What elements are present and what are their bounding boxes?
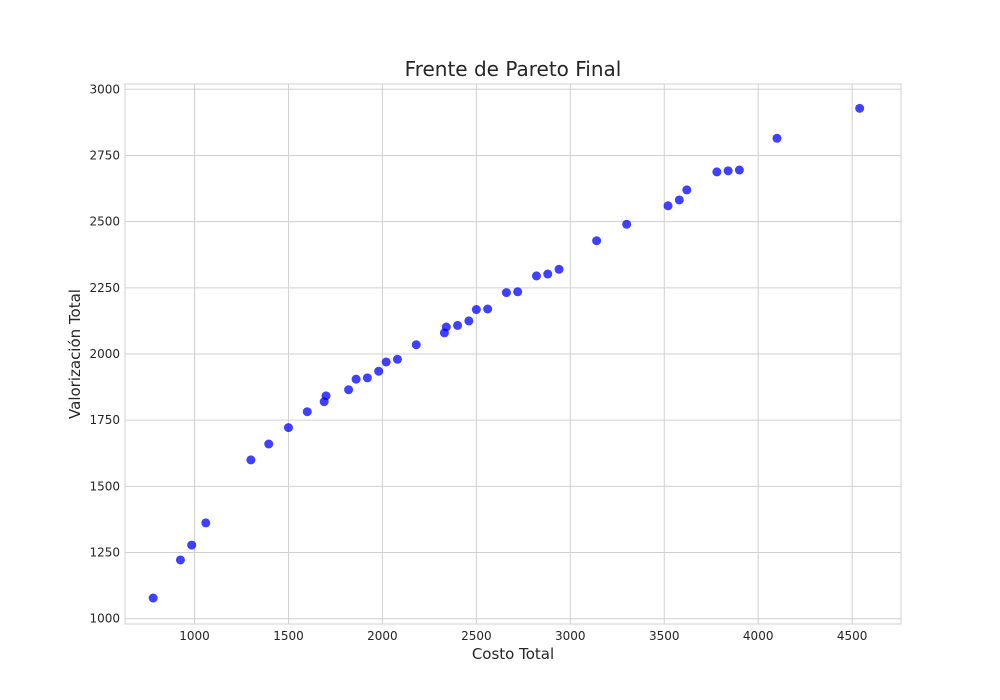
- data-point: [712, 167, 722, 177]
- data-point: [682, 185, 692, 195]
- data-point: [531, 271, 541, 281]
- x-tick-label: 1500: [273, 629, 304, 643]
- data-point: [302, 407, 312, 417]
- data-point: [543, 269, 553, 279]
- x-tick-label: 3000: [555, 629, 586, 643]
- y-tick-label: 1750: [89, 413, 120, 427]
- data-point: [344, 385, 354, 395]
- x-tick-label: 2000: [367, 629, 398, 643]
- data-point: [175, 555, 185, 565]
- data-point: [351, 374, 361, 384]
- y-tick-labels: 1000 1250 1500 1750 2000 2250 2500 2750 3000: [89, 82, 120, 625]
- data-point: [674, 195, 684, 205]
- data-point: [513, 287, 523, 297]
- data-point: [483, 304, 493, 314]
- grid-layer: [125, 84, 901, 624]
- x-tick-label: 4500: [837, 629, 868, 643]
- data-point: [411, 340, 421, 350]
- data-point: [464, 316, 474, 326]
- data-point: [554, 264, 564, 274]
- y-axis-label: Valorización Total: [66, 289, 84, 419]
- data-point: [471, 305, 481, 315]
- data-point: [321, 391, 331, 401]
- y-tick-label: 2500: [89, 215, 120, 229]
- y-tick-label: 1500: [89, 479, 120, 493]
- x-axis-label: Costo Total: [472, 645, 554, 663]
- y-tick-label: 2250: [89, 281, 120, 295]
- data-point: [734, 165, 744, 175]
- y-tick-label: 3000: [89, 82, 120, 96]
- data-point: [392, 354, 402, 364]
- data-point: [201, 518, 211, 528]
- data-point: [441, 322, 451, 332]
- data-point: [453, 320, 463, 330]
- x-tick-label: 2500: [461, 629, 492, 643]
- chart-title: Frente de Pareto Final: [405, 57, 622, 81]
- data-point: [246, 455, 256, 465]
- data-points: [148, 103, 865, 603]
- x-tick-label: 1000: [179, 629, 210, 643]
- data-point: [264, 439, 274, 449]
- x-tick-label: 4000: [743, 629, 774, 643]
- data-point: [148, 593, 158, 603]
- data-point: [283, 423, 293, 433]
- y-tick-label: 2750: [89, 148, 120, 162]
- plot-frame: [124, 83, 902, 625]
- x-tick-label: 3500: [649, 629, 680, 643]
- data-point: [622, 219, 632, 229]
- data-point: [374, 366, 384, 376]
- data-point: [663, 201, 673, 211]
- y-tick-label: 1250: [89, 546, 120, 560]
- data-point: [855, 103, 865, 113]
- data-point: [723, 166, 733, 176]
- y-tick-label: 1000: [89, 612, 120, 626]
- y-tick-label: 2000: [89, 347, 120, 361]
- data-point: [187, 540, 197, 550]
- data-point: [381, 357, 391, 367]
- data-point: [362, 373, 372, 383]
- data-point: [501, 288, 511, 298]
- x-tick-labels: 1000 1500 2000 2500 3000 3500 4000 4500: [179, 629, 867, 643]
- data-point: [592, 236, 602, 246]
- data-point: [772, 133, 782, 143]
